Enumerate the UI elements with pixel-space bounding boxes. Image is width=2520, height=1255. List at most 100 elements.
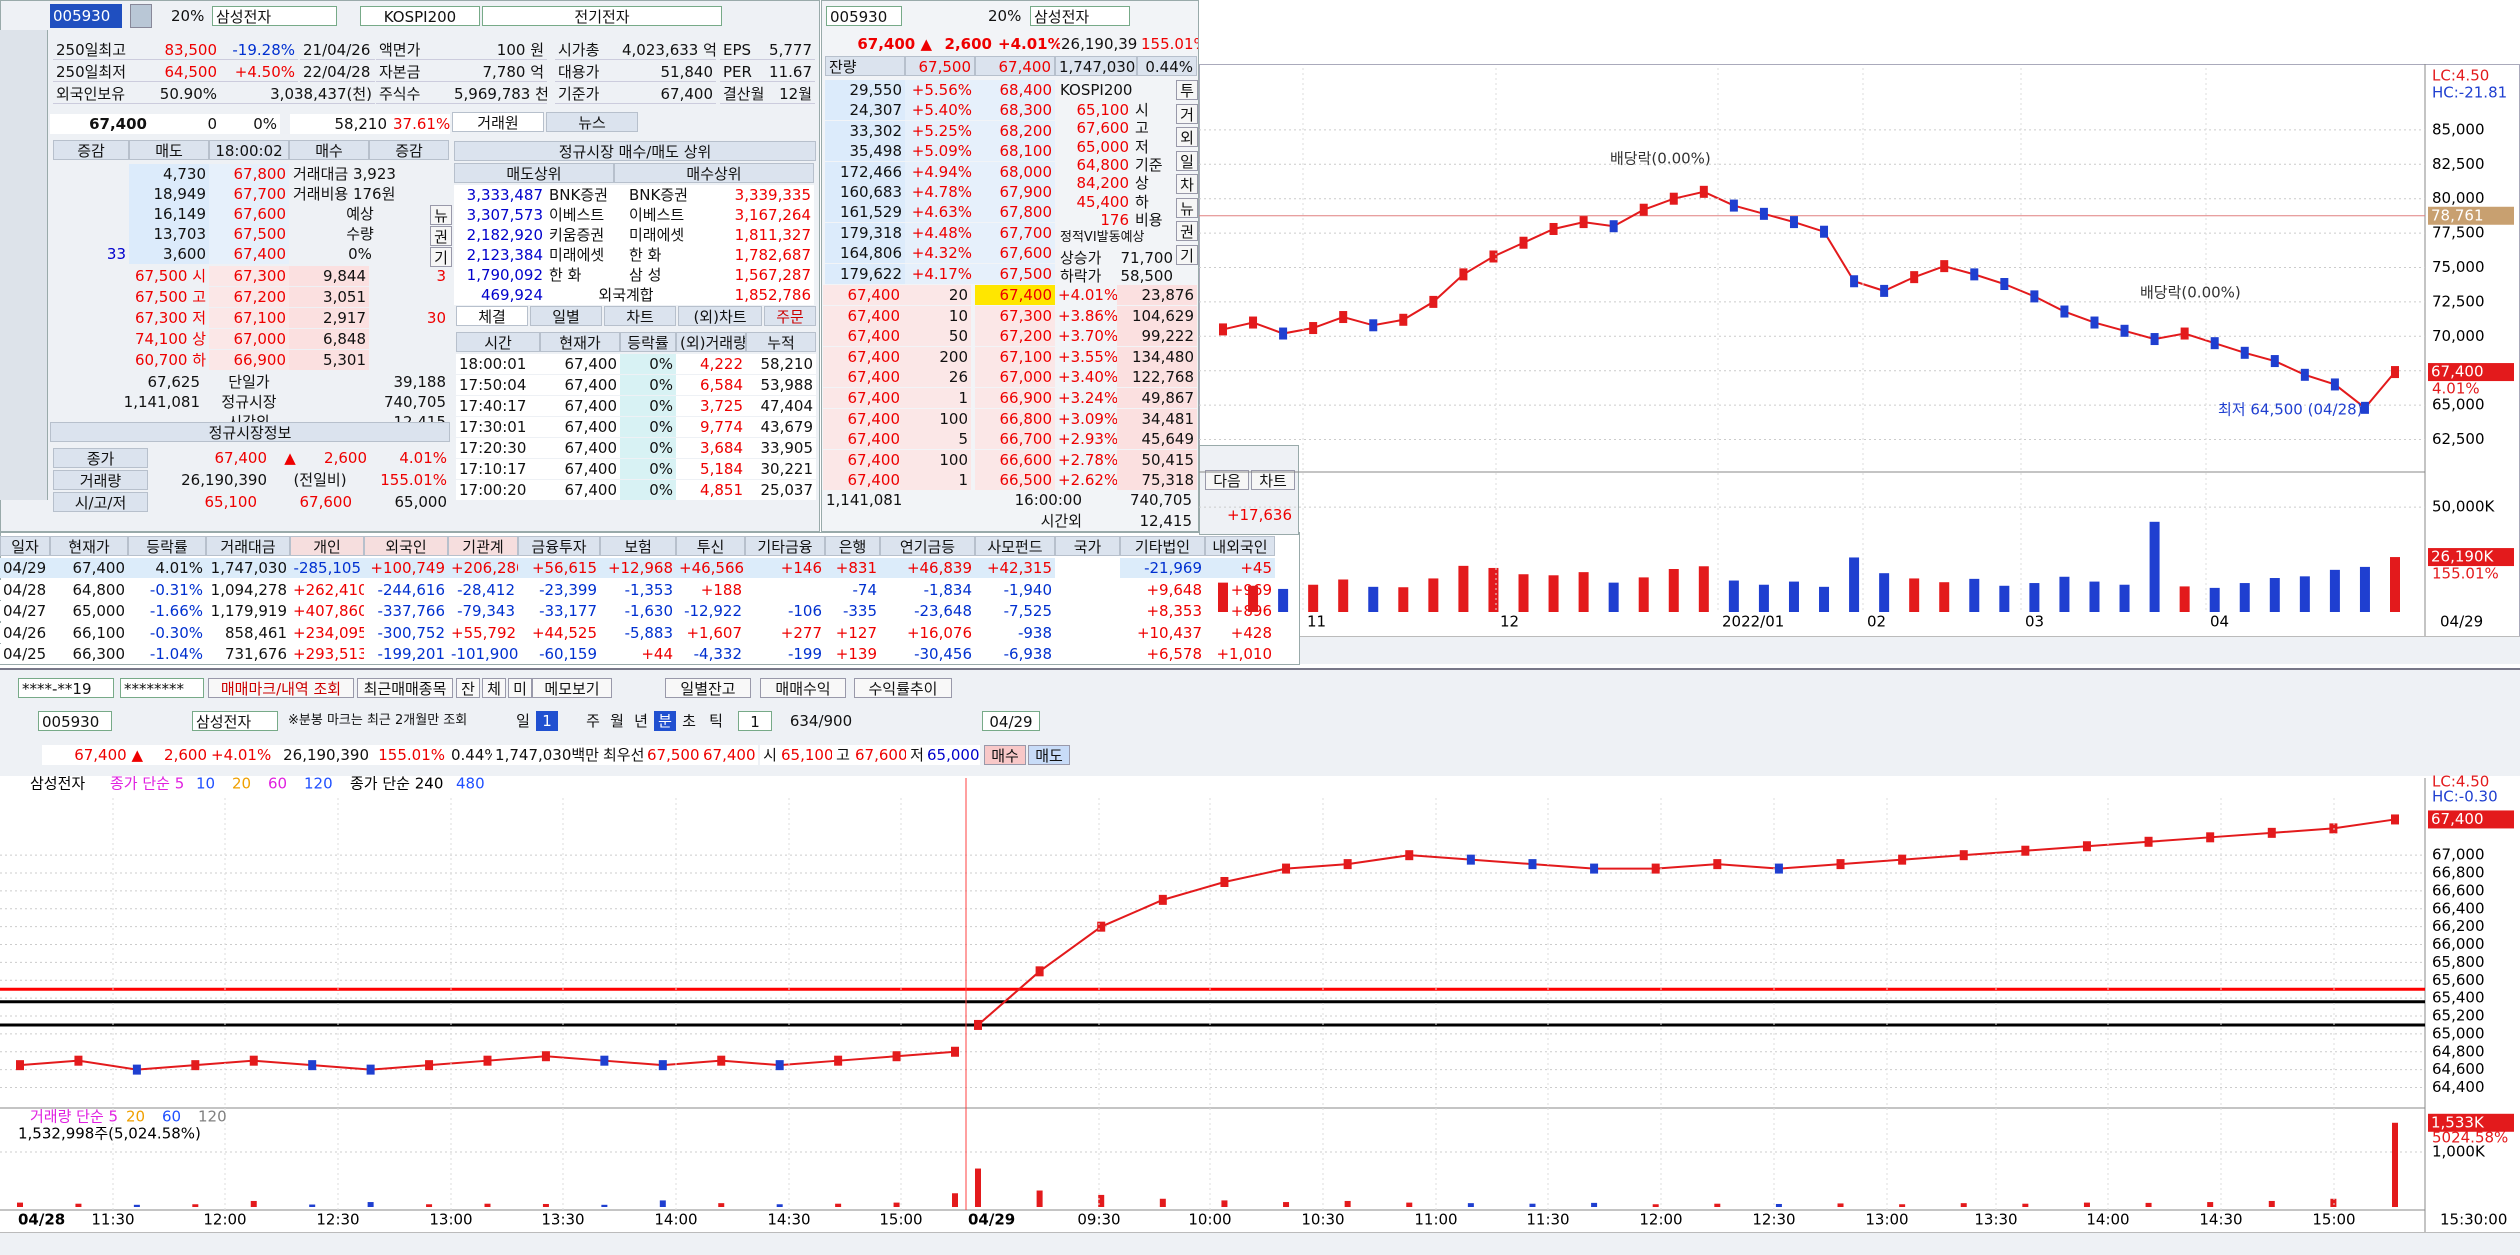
volume-bar [2330,1198,2337,1207]
legend-entry: 거래량 단순 5 [30,1108,118,1126]
volume-bar [17,1202,23,1207]
trade-cell: 0% [620,417,676,437]
table-header: 보험 [600,536,676,556]
ask-cell: +5.25% [905,120,975,141]
candle [483,1055,492,1066]
volume-bar [952,1193,958,1207]
broker-cell: BNK증권 [626,185,706,205]
bid-cell: 67,400 [823,449,903,470]
quote: 2,600 [944,35,992,53]
bid-cell: +3.24% [1058,389,1117,407]
ask-side: 예상 [346,205,374,223]
table-cell: +8,353 [1120,601,1205,621]
y-tick-label: 64,600 [2432,1060,2485,1078]
broker-cell: 2,182,920 [454,225,546,245]
market-cell: ▲ [284,449,296,467]
bid-cell: 3,051 [289,287,369,307]
table-cell: -199,201 [364,644,448,664]
table-cell: +1,607 [676,622,745,643]
quote-cell: 고 [832,745,854,765]
legend-entry: 10 [196,775,215,793]
count: 634/900 [789,712,853,730]
toolbar-button: 잔 [456,678,480,698]
volume-bar [1283,1202,1290,1207]
info-cell: 시가총 [555,40,619,60]
candle [1836,859,1845,870]
side-button: 뉴 [1176,197,1198,218]
ask-cell: 67,500 [209,224,289,244]
bid-cell: 99,222 [1117,326,1197,347]
trade-header: 현재가 [540,332,620,352]
book-header: 증감 [369,140,449,160]
code: 005930 [38,711,112,731]
info-cell: 시 [1135,101,1149,119]
trade-tab: (외)차트 [678,306,762,326]
broker-cell: 이베스트 [546,205,626,225]
table-cell: +10,437 [1120,622,1205,643]
bid-cell: 67,400 [823,346,903,367]
book-header: 매도 [129,140,209,160]
info-cell: 5,969,783 천 [451,84,547,104]
book-header: 매수 [289,140,369,160]
trade-cell: 17:40:17 [456,396,540,416]
table-cell: +896 [1205,601,1275,621]
period-button: 주 [586,712,600,730]
volume-bar [776,1204,783,1207]
bid-cell: 67,000 [209,329,289,349]
candle [74,1055,83,1066]
bid-cell: 60,700 하 [134,351,206,369]
period-button: 분 [654,711,676,731]
table-cell: +831 [825,558,880,578]
table-cell: -337,766 [364,601,448,621]
info-cell: 83,500 [145,40,220,60]
y-tick-label: 65,600 [2432,971,2485,989]
trade-cell: 0% [620,459,676,479]
table-cell: +44 [600,644,676,664]
trade-cell: 17:10:17 [456,459,540,479]
table-cell: +44,525 [518,622,600,643]
quote: 0% [220,114,280,134]
volume-bar [718,1203,725,1207]
book-header: 1,747,030 [1055,56,1137,76]
broker-footer: 1,852,786 [706,285,814,305]
x-tick-label: 15:00 [2312,1211,2355,1229]
book-footer: 67,625 [147,373,201,391]
info-cell: 비용 [1135,210,1163,229]
quote: 67,400 [50,114,150,134]
search-button [130,4,152,28]
trade-cell: 67,400 [540,480,620,500]
table-header: 현재가 [50,536,128,556]
x-tick-label: 12:30 [1752,1211,1795,1229]
side-button: 뉴 [430,205,452,225]
trade-cell: 17:50:04 [456,375,540,395]
quote-cell: 65,000 [924,745,980,765]
close-line [19,1050,956,1071]
candle [541,1051,550,1062]
table-cell: -33,177 [518,601,600,621]
bid-cell: 66,800 [975,408,1055,429]
info-cell: 주식수 [376,84,451,104]
ask-cell: +4.63% [905,202,975,223]
info-cell: 84,200 [1076,174,1130,193]
info-cell: -19.28% [220,40,298,60]
ask-cell: 13,703 [129,224,209,244]
volume-bar [1837,1203,1844,1207]
ask-cell: 18,949 [129,184,209,204]
ask-cell: 67,800 [975,202,1055,223]
bid-cell: 66,500 [975,470,1055,491]
bid-cell: +3.55% [1058,347,1117,366]
trade-cell: 3,725 [676,396,746,416]
candle [191,1060,200,1071]
trade-cell: 6,584 [676,375,746,395]
trade-cell: 67,400 [540,375,620,395]
trade-cell: 5,184 [676,459,746,479]
table-cell: +1,010 [1205,644,1275,664]
bid-cell: 30 [426,309,446,327]
y-tick-label: 65,400 [2432,989,2485,1007]
trade-tab: 차트 [604,306,676,326]
bid-cell: 9,844 [289,266,369,286]
volume-bar [893,1202,900,1207]
hc: HC:-0.30 [2432,788,2498,806]
volume-bar [601,1204,608,1207]
